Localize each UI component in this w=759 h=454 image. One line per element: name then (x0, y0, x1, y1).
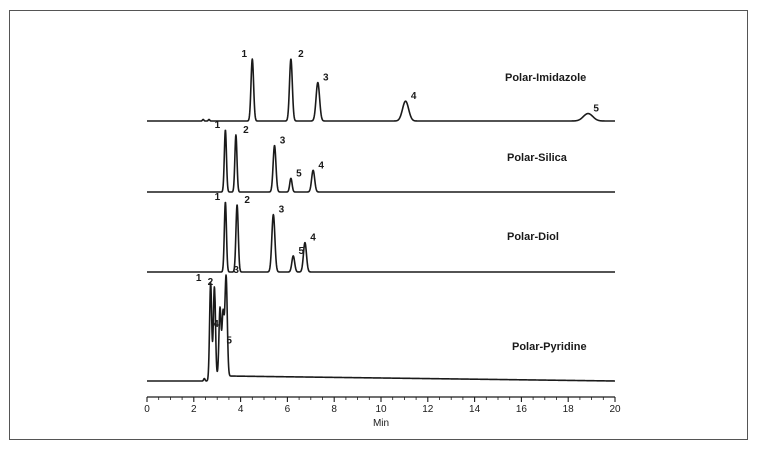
peak-label: 2 (244, 195, 250, 206)
x-tick-label: 6 (285, 404, 291, 415)
peak-label: 2 (243, 125, 249, 136)
x-tick-label: 8 (331, 404, 337, 415)
peak-label: 1 (242, 49, 248, 60)
x-tick-label: 18 (563, 404, 575, 415)
x-axis: 0 2 4 6 8 10 12 14 16 18 20 (144, 396, 621, 415)
peak-label: 5 (296, 168, 302, 179)
peak-label: 4 (318, 160, 324, 171)
series-label: Polar-Imidazole (505, 72, 586, 84)
series-label: Polar-Diol (507, 231, 559, 243)
trace-polar-pyridine (146, 274, 616, 382)
peak-label: 5 (593, 104, 599, 115)
peak-label: 1 (215, 192, 221, 203)
x-tick-label: 0 (144, 404, 150, 415)
x-tick-label: 20 (609, 404, 621, 415)
trace-polar-imidazole (146, 58, 616, 122)
peak-label: 4 (411, 91, 417, 102)
series-label: Polar-Silica (507, 152, 568, 164)
x-tick-label: 12 (422, 404, 434, 415)
x-tick-label: 2 (191, 404, 197, 415)
chart-frame (9, 10, 748, 440)
x-tick-label: 4 (238, 404, 244, 415)
chromatogram-traces (146, 58, 616, 382)
series-label: Polar-Pyridine (512, 341, 587, 353)
x-tick-label: 14 (469, 404, 481, 415)
peak-label: 1 (196, 273, 202, 284)
x-tick-label: 10 (375, 404, 387, 415)
peak-label: 1 (215, 120, 221, 131)
peak-label: 2 (298, 49, 304, 60)
peak-label: 3 (323, 73, 329, 84)
peak-label: 3 (280, 136, 286, 147)
peak-label: 2 (208, 277, 214, 288)
peak-label: 5 (226, 336, 232, 347)
trace-polar-silica (146, 129, 616, 193)
peak-label: 5 (299, 246, 305, 257)
peak-label: 4 (310, 233, 316, 244)
peak-label: 3 (233, 265, 239, 276)
series-labels: Polar-Imidazole Polar-Silica Polar-Diol Pol… (505, 72, 587, 353)
trace-polar-diol (146, 201, 616, 273)
x-tick-label: 16 (516, 404, 528, 415)
x-axis-title: Min (373, 418, 389, 429)
peak-label: 3 (279, 205, 285, 216)
peak-label: 4 (213, 319, 219, 330)
